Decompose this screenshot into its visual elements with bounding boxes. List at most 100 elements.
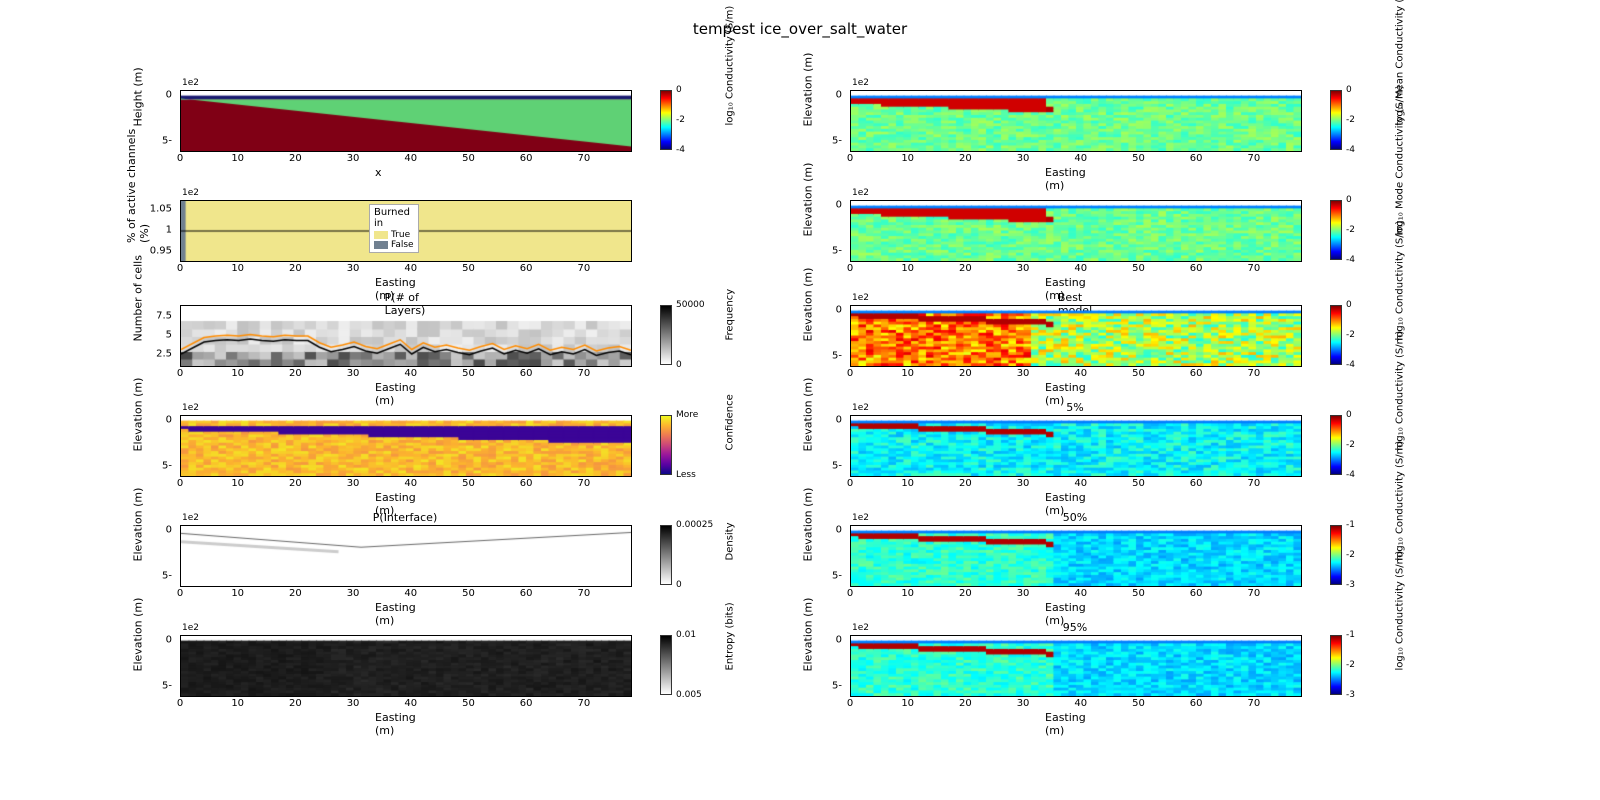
panel-best-yexp: 1e2 xyxy=(852,293,869,303)
xtick: 20 xyxy=(959,478,972,489)
xtick: 0 xyxy=(847,153,853,164)
xtick: 30 xyxy=(347,368,360,379)
legend-swatch xyxy=(374,241,388,249)
xtick: 60 xyxy=(1190,153,1203,164)
xtick: 40 xyxy=(404,478,417,489)
panel-p50-title: 50% xyxy=(1063,511,1087,524)
xtick: 0 xyxy=(847,588,853,599)
xtick: 50 xyxy=(462,698,475,709)
xtick: 0 xyxy=(177,588,183,599)
plot-entropy xyxy=(180,635,632,697)
colorbar-tick: 0 xyxy=(1346,300,1352,310)
colorbar-best xyxy=(1330,305,1342,365)
xtick: 0 xyxy=(177,263,183,274)
plot-p95 xyxy=(850,635,1302,697)
xtick: 70 xyxy=(1247,478,1260,489)
legend-label: True xyxy=(391,230,410,240)
xtick: 10 xyxy=(901,478,914,489)
plot-mean xyxy=(850,90,1302,152)
legend-label: False xyxy=(391,240,414,250)
xtick: 30 xyxy=(347,478,360,489)
colorbar-tick: 0 xyxy=(676,580,682,590)
xtick: 10 xyxy=(901,368,914,379)
colorbar-tick: 0 xyxy=(1346,85,1352,95)
xtick: 0 xyxy=(177,153,183,164)
xtick: 20 xyxy=(289,263,302,274)
xtick: 20 xyxy=(959,153,972,164)
xtick: 70 xyxy=(1247,368,1260,379)
xtick: 30 xyxy=(347,153,360,164)
colorbar-tick: 0 xyxy=(676,360,682,370)
xtick: 50 xyxy=(462,478,475,489)
xtick: 60 xyxy=(1190,263,1203,274)
xtick: 70 xyxy=(1247,153,1260,164)
xtick: 50 xyxy=(462,588,475,599)
xtick: 40 xyxy=(404,588,417,599)
xtick: 50 xyxy=(1132,153,1145,164)
xtick: 0 xyxy=(847,368,853,379)
xtick: 10 xyxy=(231,263,244,274)
colorbar-tick: -2 xyxy=(1346,225,1355,235)
xtick: 40 xyxy=(404,153,417,164)
legend-item: True xyxy=(374,230,414,240)
panel-entropy-yexp: 1e2 xyxy=(182,623,199,633)
xtick: 30 xyxy=(1017,698,1030,709)
xtick: 10 xyxy=(901,588,914,599)
xtick: 0 xyxy=(177,478,183,489)
xtick: 10 xyxy=(231,368,244,379)
xlabel-interface: Easting (m) xyxy=(375,601,416,627)
colorbar-tick: 0.01 xyxy=(676,630,696,640)
xtick: 60 xyxy=(1190,588,1203,599)
legend-title: Burned in xyxy=(374,207,414,229)
colorbar-confidence xyxy=(660,415,672,475)
xtick: 50 xyxy=(462,153,475,164)
xtick: 20 xyxy=(289,478,302,489)
xtick: 60 xyxy=(520,263,533,274)
xtick: 20 xyxy=(289,698,302,709)
xtick: 60 xyxy=(1190,368,1203,379)
xtick: 40 xyxy=(404,263,417,274)
colorbar-tick: -3 xyxy=(1346,580,1355,590)
panel-confidence-yexp: 1e2 xyxy=(182,403,199,413)
colorbar-tick: 0.005 xyxy=(676,690,702,700)
xtick: 10 xyxy=(231,698,244,709)
panel-height-yexp: 1e2 xyxy=(182,78,199,88)
colorbar-tick: -4 xyxy=(1346,360,1355,370)
xtick: 30 xyxy=(1017,153,1030,164)
colorbar-mode xyxy=(1330,200,1342,260)
colorbar-tick: -2 xyxy=(1346,115,1355,125)
xtick: 10 xyxy=(901,698,914,709)
xtick: 70 xyxy=(577,588,590,599)
colorbar-tick: -4 xyxy=(1346,255,1355,265)
xlabel-mean: Easting (m) xyxy=(1045,166,1086,192)
colorbar-tick: -2 xyxy=(1346,440,1355,450)
colorbar-tick: -2 xyxy=(1346,330,1355,340)
xtick: 40 xyxy=(1074,368,1087,379)
colorbar-layers xyxy=(660,305,672,365)
xtick: 70 xyxy=(577,698,590,709)
legend-active: Burned inTrueFalse xyxy=(369,204,419,253)
xlabel-layers: Easting (m) xyxy=(375,381,416,407)
colorbar-tick: 0 xyxy=(676,85,682,95)
xtick: 0 xyxy=(847,478,853,489)
xtick: 50 xyxy=(1132,588,1145,599)
panel-interface-title: P(Interface) xyxy=(373,511,437,524)
xtick: 50 xyxy=(1132,698,1145,709)
xtick: 60 xyxy=(520,698,533,709)
panel-mean-yexp: 1e2 xyxy=(852,78,869,88)
colorbar-tick: 0 xyxy=(1346,410,1352,420)
xtick: 0 xyxy=(177,368,183,379)
xtick: 30 xyxy=(347,588,360,599)
xtick: 20 xyxy=(959,588,972,599)
xtick: 10 xyxy=(231,153,244,164)
panel-p95-title: 95% xyxy=(1063,621,1087,634)
xtick: 20 xyxy=(289,153,302,164)
plot-best xyxy=(850,305,1302,367)
xtick: 20 xyxy=(289,368,302,379)
xlabel-entropy: Easting (m) xyxy=(375,711,416,737)
legend-item: False xyxy=(374,240,414,250)
xtick: 40 xyxy=(404,368,417,379)
xtick: 50 xyxy=(1132,368,1145,379)
xtick: 0 xyxy=(177,698,183,709)
xtick: 20 xyxy=(959,263,972,274)
